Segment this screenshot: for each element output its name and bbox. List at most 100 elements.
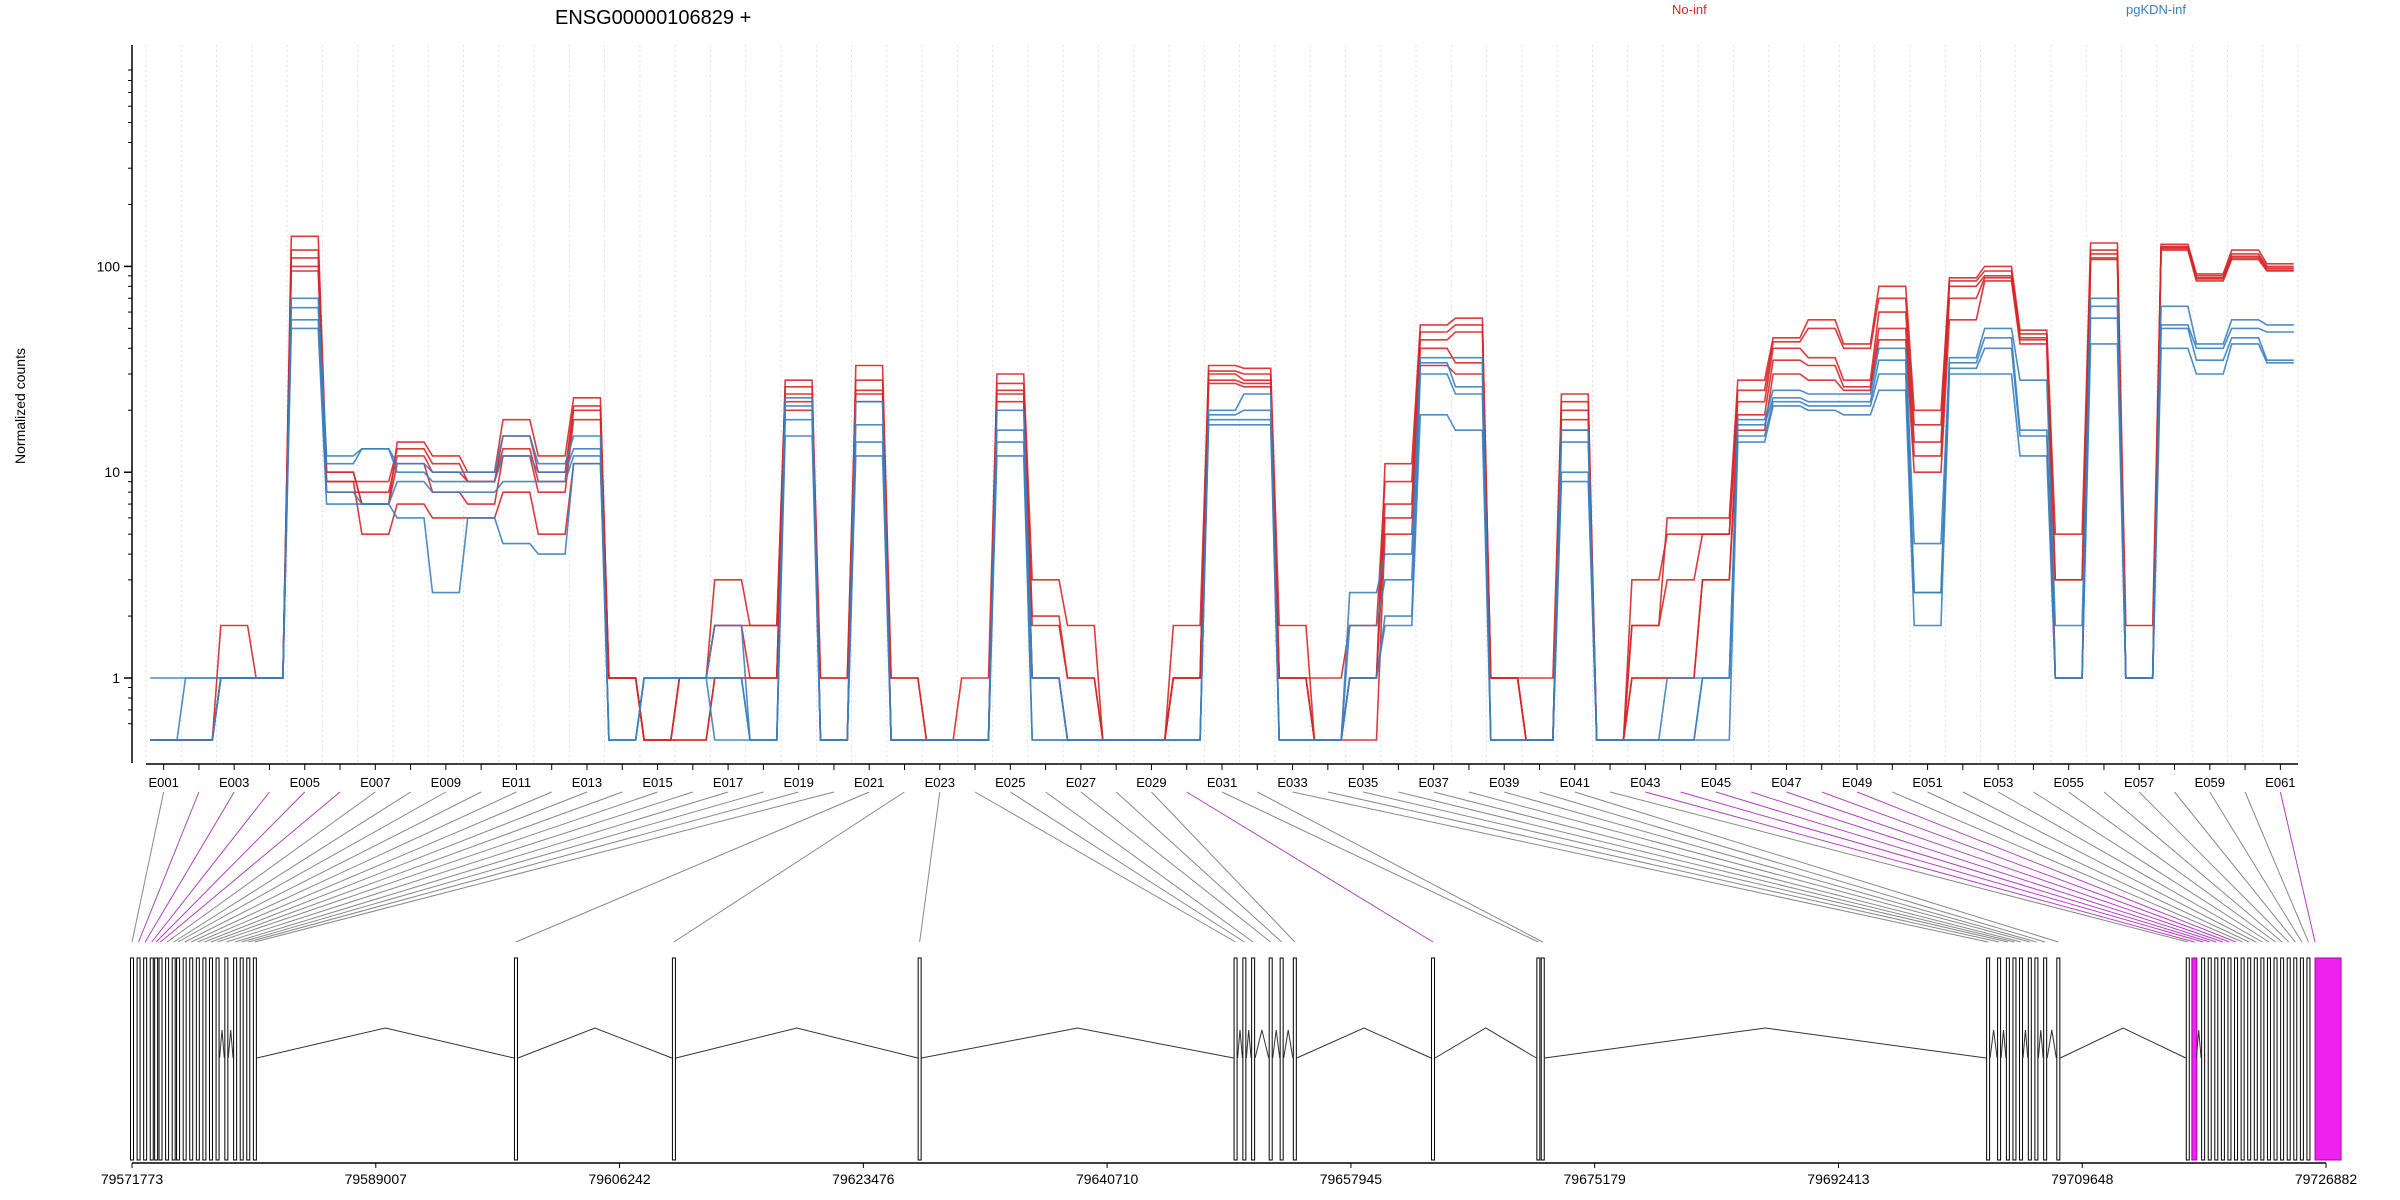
x-tick-label: E021 [854, 775, 884, 790]
exon-box [239, 957, 244, 1161]
exon-connector [173, 791, 411, 943]
exon-connector [1927, 791, 2250, 943]
genome-coordinate-label: 79709648 [2051, 1171, 2114, 1187]
x-tick-label: E013 [572, 775, 602, 790]
exon-connector [138, 791, 200, 943]
exon-connector [2068, 791, 2276, 943]
genome-coordinate-label: 79692413 [1807, 1171, 1870, 1187]
series-line [150, 297, 2294, 741]
genome-coordinate-label: 79623476 [832, 1171, 895, 1187]
intron-line [227, 1029, 234, 1059]
y-tick-label: 1 [112, 670, 120, 686]
genome-coordinate-label: 79640710 [1076, 1171, 1139, 1187]
x-tick-label: E039 [1489, 775, 1519, 790]
exon-box [2293, 957, 2298, 1161]
exon-box [2056, 957, 2061, 1161]
exon-connector [1645, 791, 2195, 943]
exon-connector [248, 791, 799, 943]
exon-box [1431, 957, 1436, 1161]
exon-connector [131, 791, 165, 943]
exon-box [2227, 957, 2232, 1161]
intron-line [517, 1027, 673, 1059]
exon-box [143, 957, 148, 1161]
exon-connector [1609, 791, 2188, 943]
intron-line [1245, 1029, 1252, 1059]
exon-box [1233, 957, 1238, 1161]
x-tick-label: E053 [1983, 775, 2013, 790]
exon-box [513, 957, 518, 1161]
exon-connector [1292, 791, 1989, 943]
exon-connector [1856, 791, 2237, 943]
series-layer [150, 235, 2294, 741]
exon-connector [2103, 791, 2283, 943]
exon-box [1251, 957, 1256, 1161]
intron-line [1254, 1029, 1270, 1059]
exon-connector [151, 791, 270, 943]
intron-line [1237, 1029, 1243, 1059]
intron-line [256, 1027, 515, 1059]
exon-connector [177, 791, 447, 943]
x-tick-label: E061 [2265, 775, 2295, 790]
exon-connector [241, 791, 764, 943]
intron-line [2037, 1029, 2044, 1059]
exon-box [130, 957, 134, 1161]
x-tick-label: E049 [1842, 775, 1872, 790]
exon-box [1279, 957, 1284, 1161]
exon-connector [191, 791, 517, 943]
exon-connector [1786, 791, 2224, 943]
axes: 1 10 100 E001 E003 E005 E007 E009 E011 E013 E015 E0… [97, 45, 2298, 790]
exon-connector [1186, 791, 1434, 943]
exon-connector [673, 791, 905, 943]
exon-connector [1151, 791, 1296, 943]
x-tick-label: E047 [1771, 775, 1801, 790]
exon-box [671, 957, 676, 1161]
exon-connector [144, 791, 235, 943]
series-line [150, 327, 2294, 741]
exon-connector [1080, 791, 1271, 943]
exon-box [917, 957, 922, 1161]
exon-connector [974, 791, 1236, 943]
exon-connector [1574, 791, 2059, 943]
exon-connector [1115, 791, 1282, 943]
exon-connector [1363, 791, 2008, 943]
genome-coordinate-label: 79675179 [1564, 1171, 1627, 1187]
series-line [150, 247, 2294, 741]
exon-box [2034, 957, 2039, 1161]
exon-box [2266, 957, 2271, 1161]
intron-line [1989, 1029, 1998, 1059]
intron-line [1544, 1027, 1987, 1059]
exon-connector [160, 791, 341, 943]
intron-line [2000, 1029, 2007, 1059]
y-tick-label: 10 [104, 464, 120, 480]
exon-box [2191, 957, 2198, 1161]
exon-connector [254, 791, 835, 943]
exon-box [149, 957, 154, 1161]
exon-box [246, 957, 251, 1161]
intron-line [1272, 1029, 1281, 1059]
exon-box [1986, 957, 1991, 1161]
exon-box [2012, 957, 2017, 1161]
intron-line [2195, 1029, 2202, 1059]
x-tick-label: E001 [148, 775, 178, 790]
exon-connector [1680, 791, 2204, 943]
exon-box [2253, 957, 2258, 1161]
exon-box [136, 957, 141, 1161]
x-tick-label: E009 [431, 775, 461, 790]
exon-box [2019, 957, 2024, 1161]
x-tick-label: E057 [2124, 775, 2154, 790]
x-tick-label: E005 [290, 775, 320, 790]
exon-connector [184, 791, 482, 943]
intron-line [1283, 1029, 1294, 1059]
x-tick-label: E019 [783, 775, 813, 790]
exon-box [224, 957, 229, 1161]
series-line [150, 246, 2294, 741]
exon-connector [1010, 791, 1245, 943]
exon-box [176, 957, 181, 1161]
x-tick-label: E043 [1630, 775, 1660, 790]
genome-coordinate-label: 79571773 [101, 1171, 164, 1187]
x-tick-label: E029 [1136, 775, 1166, 790]
x-tick-label: E041 [1560, 775, 1590, 790]
exon-connector [1715, 791, 2210, 943]
exon-connector [1997, 791, 2263, 943]
exon-box [1268, 957, 1273, 1161]
